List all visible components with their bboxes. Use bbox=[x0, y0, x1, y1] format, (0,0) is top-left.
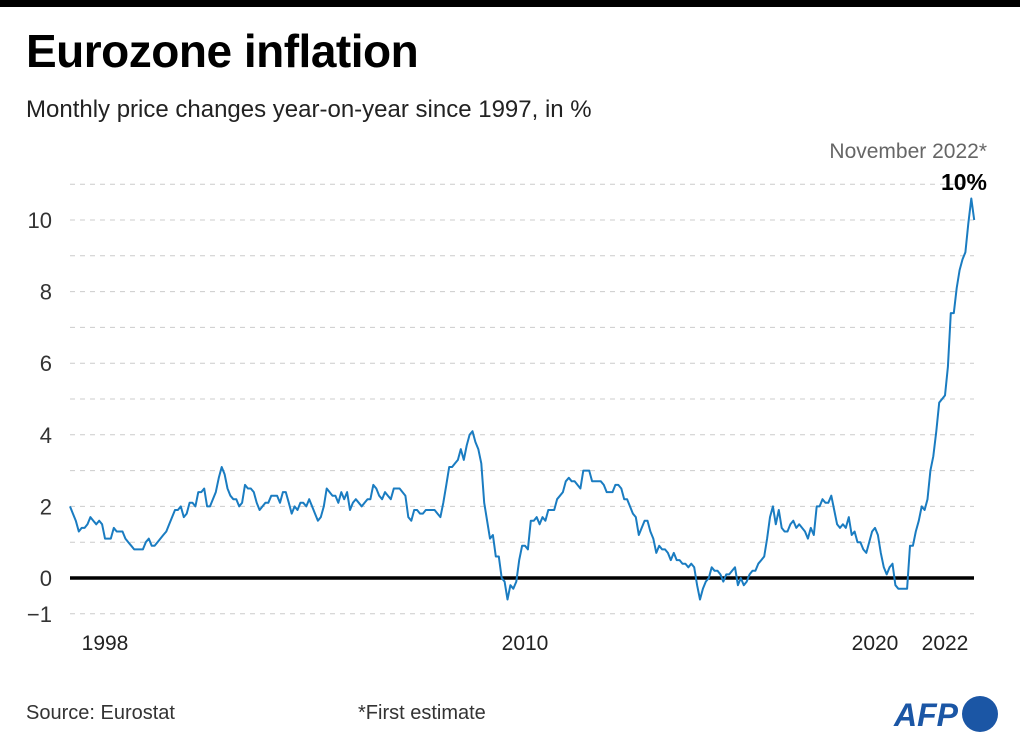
y-tick-label: 0 bbox=[40, 566, 52, 591]
afp-logo-circle bbox=[962, 696, 998, 732]
source-note: Source: Eurostat bbox=[26, 702, 175, 724]
inflation-series-line bbox=[69, 197, 976, 601]
x-tick-label: 2010 bbox=[502, 632, 549, 655]
footnote: *First estimate bbox=[358, 702, 486, 724]
x-tick-label: 2020 bbox=[852, 632, 899, 655]
x-tick-label: 1998 bbox=[82, 632, 129, 655]
top-bar bbox=[0, 0, 1020, 7]
chart-subtitle: Monthly price changes year-on-year since… bbox=[26, 96, 592, 123]
x-axis-ticks: 1998 2010 2020 2022 bbox=[82, 632, 969, 655]
gridlines bbox=[70, 183, 974, 615]
afp-logo-text: AFP bbox=[893, 697, 959, 733]
annotation-value: 10% bbox=[941, 169, 987, 195]
y-tick-label: 4 bbox=[40, 423, 52, 448]
y-tick-label: 10 bbox=[28, 208, 52, 233]
y-tick-label: 2 bbox=[40, 494, 52, 519]
y-axis-ticks: −1 0 2 4 6 8 10 bbox=[27, 208, 52, 627]
chart-title: Eurozone inflation bbox=[26, 25, 419, 77]
y-tick-label: −1 bbox=[27, 602, 52, 627]
y-tick-label: 6 bbox=[40, 351, 52, 376]
y-tick-label: 8 bbox=[40, 280, 52, 305]
annotation-label: November 2022* bbox=[829, 140, 987, 163]
x-tick-label: 2022 bbox=[922, 632, 969, 655]
afp-logo: AFP bbox=[893, 696, 998, 733]
